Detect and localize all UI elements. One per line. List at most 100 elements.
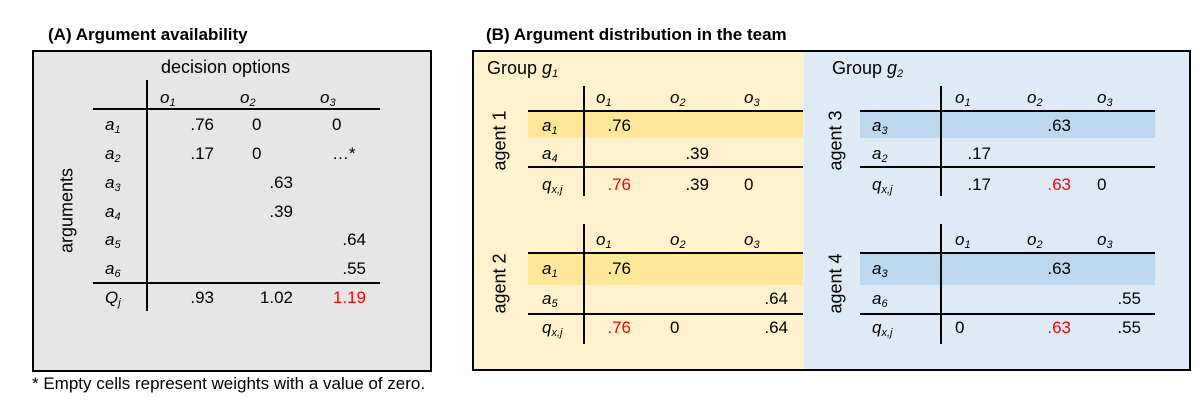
column-header: o1 — [596, 230, 612, 255]
row-label: a1 — [105, 115, 121, 140]
table-cell: .63 — [1047, 259, 1071, 278]
total-cell: 0 — [955, 318, 965, 337]
arguments-axis-label: arguments — [56, 167, 77, 254]
symbol-base: o — [1097, 230, 1107, 249]
table-cell: 0 — [252, 115, 262, 134]
panel-b-title: (B) Argument distribution in the team — [486, 25, 787, 44]
total-row-label: qx,j — [872, 318, 892, 343]
symbol-base: o — [320, 88, 330, 107]
column-header: o2 — [670, 88, 686, 113]
row-label: a6 — [105, 259, 121, 284]
row-highlight — [528, 254, 803, 285]
row-label: a2 — [105, 144, 121, 169]
symbol-base: o — [955, 88, 965, 107]
agent-label: agent 3 — [825, 110, 846, 171]
symbol-subscript: 2 — [881, 153, 888, 165]
symbol-base: o — [240, 88, 250, 107]
group-label: Group g1 — [487, 58, 558, 84]
column-header: o2 — [1027, 88, 1043, 113]
symbol-subscript: 2 — [897, 68, 904, 80]
symbol-subscript: 3 — [329, 97, 336, 109]
symbol-base: a — [105, 202, 115, 221]
total-cell: .55 — [1117, 318, 1141, 337]
symbol-subscript: 5 — [114, 239, 121, 251]
row-label: a5 — [105, 230, 121, 255]
symbol-base: a — [872, 289, 882, 308]
row-label: a1 — [542, 259, 558, 284]
total-divider — [860, 313, 1155, 315]
symbol-subscript: x,j — [881, 184, 893, 196]
row-label: a3 — [872, 116, 888, 141]
symbol-subscript: 2 — [679, 97, 686, 109]
table-cell: .63 — [1047, 116, 1071, 135]
symbol-subscript: 3 — [114, 182, 121, 194]
symbol-base: o — [596, 88, 606, 107]
table-cell: .17 — [190, 144, 214, 163]
symbol-subscript: 1 — [169, 97, 176, 109]
symbol-base: a — [542, 289, 552, 308]
symbol-base: o — [596, 230, 606, 249]
panel-a-title: (A) Argument availability — [48, 25, 248, 44]
total-row-label: qx,j — [542, 318, 562, 343]
row-header-divider — [940, 86, 942, 196]
group-label: Group g2 — [832, 58, 903, 84]
column-header: o3 — [1097, 230, 1113, 255]
symbol-subscript: 2 — [114, 153, 121, 165]
symbol-subscript: 2 — [249, 97, 256, 109]
column-header: o1 — [955, 230, 971, 255]
panel-b-box — [472, 50, 1191, 371]
header-divider — [860, 110, 1155, 112]
column-header: o3 — [320, 88, 336, 113]
column-header: o2 — [240, 88, 256, 113]
symbol-subscript: 1 — [551, 268, 558, 280]
symbol-subscript: x,j — [551, 184, 563, 196]
total-cell: .63 — [1047, 318, 1071, 337]
table-cell: .76 — [607, 259, 631, 278]
total-divider — [528, 313, 803, 315]
group-label-text: Group — [487, 58, 543, 78]
row-header-divider — [940, 224, 942, 344]
symbol-base: a — [542, 259, 552, 278]
row-label: a5 — [542, 289, 558, 314]
symbol-base: g — [542, 58, 553, 78]
symbol-subscript: 1 — [605, 97, 612, 109]
symbol-subscript: 3 — [753, 97, 760, 109]
symbol-subscript: x,j — [551, 327, 563, 339]
column-header: o1 — [596, 88, 612, 113]
row-highlight — [528, 112, 803, 138]
symbol-subscript: x,j — [881, 327, 893, 339]
symbol-base: a — [872, 116, 882, 135]
row-label: a3 — [105, 173, 121, 198]
column-header: o3 — [744, 230, 760, 255]
symbol-subscript: 1 — [114, 124, 121, 136]
column-header: o2 — [1027, 230, 1043, 255]
table-cell: .39 — [685, 144, 709, 163]
total-divider — [93, 282, 380, 284]
total-cell: .39 — [685, 175, 709, 194]
table-cell: 0 — [252, 144, 262, 163]
symbol-subscript: 1 — [551, 125, 558, 137]
symbol-base: a — [542, 144, 552, 163]
symbol-subscript: 3 — [1106, 239, 1113, 251]
table-cell: 0 — [332, 115, 342, 134]
panel-a-box — [32, 50, 432, 372]
column-header: o3 — [744, 88, 760, 113]
symbol-subscript: 1 — [552, 68, 559, 80]
column-header: o3 — [1097, 88, 1113, 113]
row-header-divider — [146, 80, 148, 311]
total-cell: .17 — [967, 175, 991, 194]
symbol-base: o — [744, 230, 754, 249]
row-label: a1 — [542, 116, 558, 141]
symbol-subscript: 2 — [679, 239, 686, 251]
total-row-label: Qj — [105, 288, 121, 313]
symbol-subscript: 6 — [114, 268, 121, 280]
header-divider — [860, 252, 1155, 254]
group-2-background — [804, 52, 1189, 369]
symbol-base: g — [887, 58, 898, 78]
symbol-base: o — [160, 88, 170, 107]
total-cell: 1.02 — [259, 288, 293, 307]
symbol-base: q — [872, 175, 882, 194]
header-divider — [93, 108, 380, 110]
table-cell: .64 — [764, 289, 788, 308]
